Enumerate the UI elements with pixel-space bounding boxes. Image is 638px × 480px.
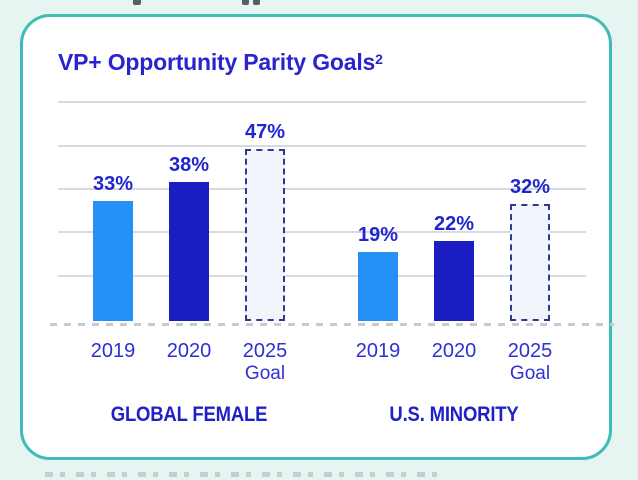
bar-group-global-female: 33% 2019 38% 2020 47% 2025 Goal GLOBAL FEMALE [91, 101, 288, 441]
bar-column-2025: 32% 2025 Goal [508, 101, 553, 383]
bar-value-label: 38% [168, 154, 210, 176]
chart-title: VP+ Opportunity Parity Goals2 [58, 49, 383, 76]
axis-tick-label: 2019 [355, 340, 401, 362]
bar-value-label: 33% [92, 173, 134, 195]
clipped-text-fragment [253, 0, 260, 5]
bar-column-2025: 47% 2025 Goal [243, 101, 288, 383]
clipped-text-fragment [242, 0, 249, 5]
bar [169, 182, 209, 321]
bar-column-2019: 33% 2019 [91, 101, 136, 361]
gridline [58, 275, 586, 277]
bar [93, 201, 133, 321]
group-label: GLOBAL FEMALE [110, 403, 268, 426]
goal-bar-dashed [510, 204, 550, 321]
group-label: U.S. MINORITY [389, 403, 519, 426]
axis-tick-sublabel: Goal [244, 363, 286, 384]
axis-tick-label: 2025 Goal [242, 340, 288, 384]
chart-title-text: VP+ Opportunity Parity Goals [58, 49, 376, 75]
bar-column-2019: 19% 2019 [356, 101, 401, 361]
bar [358, 252, 398, 321]
clipped-footnote-fragment [45, 472, 437, 477]
bar-value-label: 19% [357, 224, 399, 246]
bar-column-2020: 22% 2020 [432, 101, 477, 361]
axis-tick-label: 2019 [90, 340, 136, 362]
axis-tick-label: 2020 [166, 340, 212, 362]
gridline [58, 101, 586, 103]
bar-value-label: 32% [509, 176, 551, 198]
axis-tick-label: 2025 Goal [507, 340, 553, 384]
bar-group-us-minority: 19% 2019 22% 2020 32% 2025 Goal U.S. MINORITY [356, 101, 553, 441]
goal-bar-dashed [245, 149, 285, 321]
gridline [58, 188, 586, 190]
axis-tick-label: 2020 [431, 340, 477, 362]
clipped-text-fragment [133, 0, 141, 5]
bar-value-label: 47% [244, 121, 286, 143]
axis-baseline-dashed [50, 323, 614, 326]
bar-column-2020: 38% 2020 [167, 101, 212, 361]
gridline [58, 145, 586, 147]
chart-title-footnote-marker: 2 [375, 51, 383, 67]
chart-card: VP+ Opportunity Parity Goals2 33% 2019 38%… [20, 14, 614, 460]
bars-row: 33% 2019 38% 2020 47% 2025 Goal [91, 101, 288, 383]
bar [434, 241, 474, 321]
gridline [58, 231, 586, 233]
axis-tick-sublabel: Goal [509, 363, 551, 384]
bar-value-label: 22% [433, 213, 475, 235]
bars-row: 19% 2019 22% 2020 32% 2025 Goal [356, 101, 553, 383]
